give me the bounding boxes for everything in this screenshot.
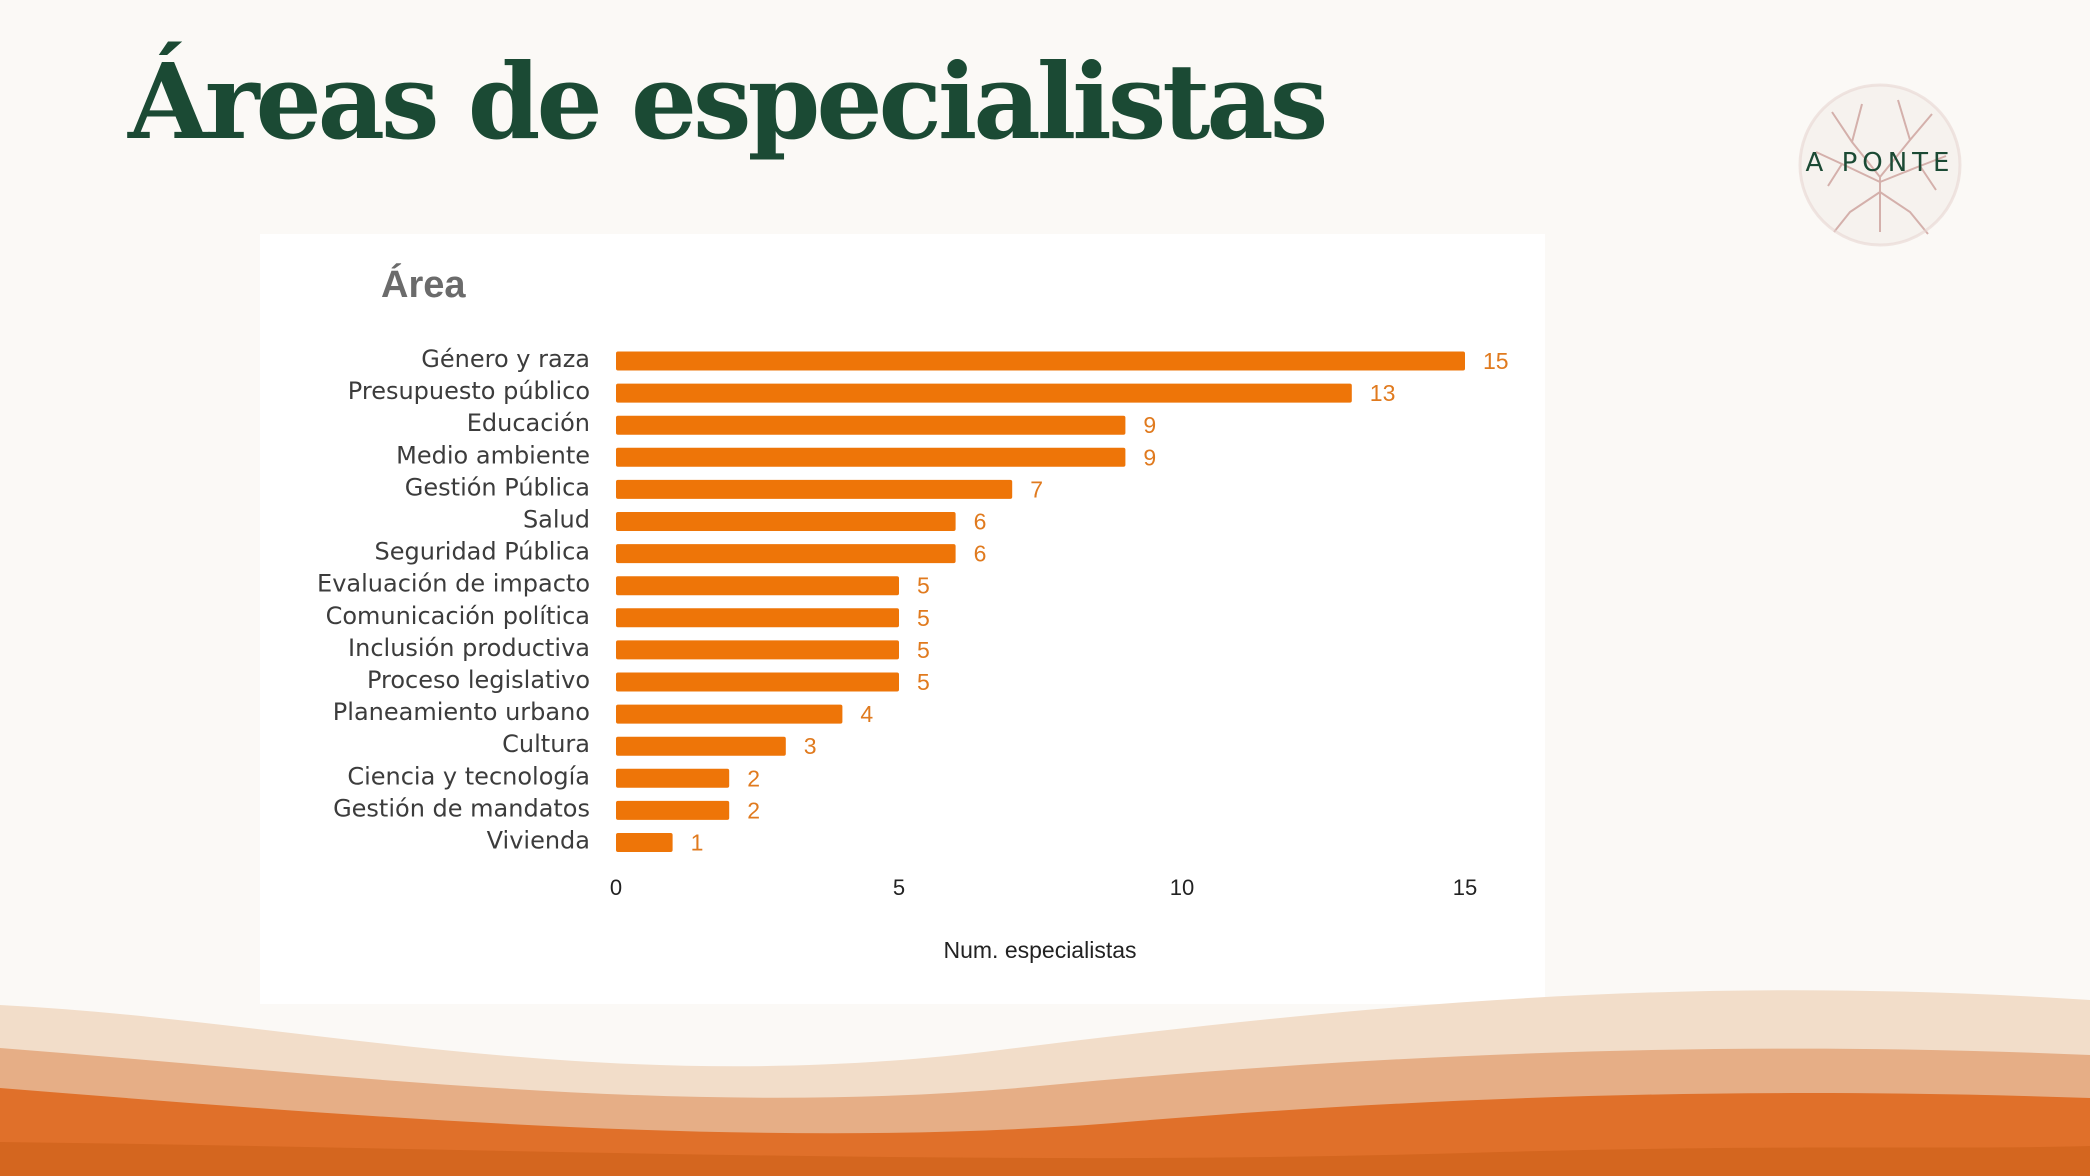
data-label: 13	[1370, 380, 1396, 406]
bar	[616, 479, 1013, 499]
category-label: Comunicación política	[326, 602, 590, 630]
bar	[616, 768, 730, 788]
decorative-waves	[0, 990, 2090, 1176]
data-label: 2	[747, 765, 760, 791]
data-label: 4	[860, 701, 873, 727]
bar-chart-panel: Área 15 Género y raza 13 Presupuesto públic…	[260, 234, 1545, 1004]
data-label: 5	[917, 573, 930, 599]
data-label: 2	[747, 797, 760, 823]
wave-deep	[0, 1142, 2090, 1176]
data-label: 5	[917, 605, 930, 631]
x-tick-label: 0	[610, 875, 622, 900]
data-label: 6	[974, 509, 987, 535]
data-label: 7	[1030, 476, 1043, 502]
bar	[616, 833, 673, 852]
data-label: 5	[917, 669, 930, 695]
data-label: 9	[1143, 412, 1156, 438]
data-label: 3	[804, 733, 817, 759]
category-label: Proceso legislativo	[367, 666, 590, 694]
bar	[616, 608, 899, 628]
bar	[616, 800, 730, 820]
category-label: Inclusión productiva	[348, 634, 590, 662]
bar	[616, 672, 899, 692]
bar	[616, 447, 1126, 467]
x-tick-label: 15	[1453, 875, 1477, 900]
data-label: 15	[1483, 348, 1509, 374]
bar	[616, 351, 1465, 371]
x-axis-label: Num. especialistas	[943, 937, 1136, 963]
category-label: Planeamiento urbano	[333, 698, 590, 726]
category-label: Vivienda	[487, 827, 590, 855]
bar	[616, 383, 1352, 403]
category-label: Seguridad Pública	[374, 538, 590, 566]
bar	[616, 576, 899, 596]
bar	[616, 544, 956, 564]
category-label: Género y raza	[421, 345, 590, 373]
slide-title: Áreas de especialistas	[128, 40, 1328, 163]
chart-title: Área	[381, 264, 466, 306]
bar	[616, 640, 899, 660]
x-tick-label: 10	[1170, 875, 1194, 900]
logo-text: A PONTE	[1805, 148, 1955, 178]
a-ponte-logo: A PONTE	[1792, 82, 1968, 248]
x-tick-label: 5	[893, 875, 905, 900]
bar	[616, 512, 956, 531]
data-label: 1	[691, 830, 704, 856]
category-label: Evaluación de impacto	[317, 570, 590, 598]
category-label: Gestión Pública	[405, 473, 590, 501]
bar	[616, 415, 1126, 435]
data-label: 9	[1143, 444, 1156, 470]
category-label: Medio ambiente	[396, 441, 590, 469]
category-label: Ciencia y tecnología	[347, 762, 590, 790]
data-label: 6	[974, 541, 987, 567]
bar	[616, 704, 843, 724]
data-label: 5	[917, 637, 930, 663]
tree-logo-icon	[1798, 83, 1962, 247]
category-label: Salud	[523, 506, 590, 534]
category-label: Gestión de mandatos	[333, 794, 590, 822]
category-label: Educación	[467, 409, 590, 437]
bar	[616, 736, 786, 756]
category-label: Presupuesto público	[348, 377, 590, 405]
category-label: Cultura	[502, 730, 590, 758]
